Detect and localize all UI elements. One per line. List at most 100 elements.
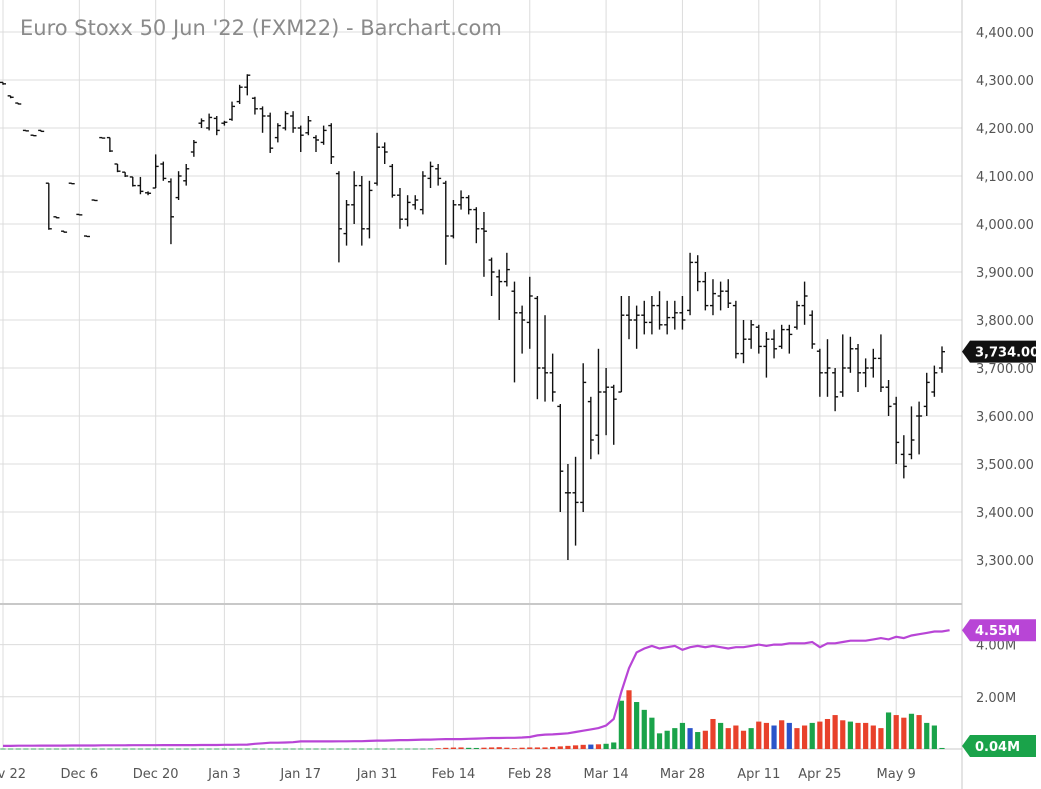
volume-bar (76, 748, 82, 750)
volume-bar (939, 747, 945, 749)
volume-bar (809, 722, 815, 749)
volume-bar (153, 748, 159, 750)
volume-bar (145, 748, 151, 750)
date-tick-label: Jan 3 (207, 767, 240, 782)
volume-bar (321, 748, 327, 750)
volume-bar (92, 748, 98, 750)
price-tick-label: 4,300.00 (976, 74, 1034, 89)
price-bars (0, 74, 945, 560)
volume-bar (656, 733, 663, 749)
volume-badge-shape (962, 735, 1036, 757)
price-tick-label: 4,400.00 (976, 26, 1034, 41)
open-interest-badge-text: 4.55M (975, 624, 1020, 639)
date-tick-label: Mar 14 (583, 767, 628, 782)
price-tick-label: 4,000.00 (976, 218, 1034, 233)
volume-bar (191, 748, 197, 750)
volume-badge: 0.04M (962, 735, 1036, 757)
volume-bar (160, 748, 166, 750)
date-tick-label: Apr 11 (737, 767, 780, 782)
volume-bar (931, 725, 937, 749)
volume-bar (504, 747, 510, 749)
volume-bar (221, 748, 227, 750)
volume-bar (580, 744, 586, 749)
date-tick-label: Dec 6 (61, 767, 99, 782)
price-tick-label: 3,900.00 (976, 266, 1034, 281)
volume-bar (672, 728, 678, 749)
volume-bar (359, 748, 365, 750)
volume-bar (99, 748, 105, 750)
volume-bar (198, 748, 205, 750)
volume-bar (30, 748, 37, 750)
volume-bar (389, 748, 395, 750)
volume-bar (634, 702, 640, 749)
price-tick-label: 3,800.00 (976, 314, 1034, 329)
volume-bar (473, 747, 479, 749)
volume-bar (214, 748, 220, 750)
volume-bar (740, 730, 747, 749)
volume-bar (206, 748, 212, 750)
volume-bar (733, 725, 739, 749)
date-tick-label: Jan 31 (356, 767, 398, 782)
volume-bar (343, 748, 350, 750)
volume-bar (259, 748, 266, 750)
last-price-badge: 3,734.00 (962, 340, 1039, 363)
volume-bar (397, 748, 403, 750)
volume-bar (275, 748, 281, 750)
volume-bar (550, 746, 556, 749)
volume-bar (511, 748, 518, 750)
volume-bar (267, 748, 273, 750)
volume-bar (641, 709, 647, 749)
volume-bar (237, 748, 243, 750)
volume-bar (534, 747, 540, 749)
volume-bar (565, 745, 571, 749)
volume-bar (351, 748, 357, 750)
volume-bar (382, 748, 388, 750)
volume-bar (840, 720, 846, 749)
volume-bar (527, 747, 533, 749)
volume-bar (183, 748, 189, 750)
volume-bar (863, 722, 869, 749)
volume-bar (916, 715, 922, 749)
volume-bar (496, 747, 502, 749)
price-tick-label: 3,300.00 (976, 554, 1034, 569)
volume-bar (595, 744, 602, 749)
volume-bar (847, 721, 853, 749)
date-tick-label: Apr 25 (798, 767, 841, 782)
grid (0, 0, 963, 789)
volume-bar (0, 748, 6, 750)
volume-badge-text: 0.04M (975, 740, 1020, 755)
volume-bar (649, 717, 655, 749)
price-axis: 3,300.00 3,400.00 3,500.00 3,600.00 3,700.00… (976, 26, 1034, 569)
volume-bar (15, 748, 21, 750)
value-badges: 3,734.00 4.55M 0.04M (962, 340, 1039, 757)
volume-bar (832, 715, 838, 749)
volume-bar (763, 722, 770, 749)
date-tick-label: Feb 28 (508, 767, 552, 782)
volume-bar (885, 712, 892, 749)
volume-bar (794, 728, 800, 749)
volume-bar (130, 748, 136, 750)
volume-bar (771, 725, 777, 749)
volume-bar (779, 720, 785, 749)
volume-bar (69, 748, 75, 750)
volume-bar (435, 748, 441, 750)
date-tick-label: Mar 28 (660, 767, 705, 782)
volume-bar (908, 713, 915, 749)
open-interest-line (3, 629, 950, 748)
open-interest-badge: 4.55M (962, 619, 1036, 642)
volume-bar (122, 748, 128, 750)
volume-bar (702, 730, 708, 749)
date-tick-label: Jan 17 (279, 767, 321, 782)
price-tick-label: 4,100.00 (976, 170, 1034, 185)
volume-bar (252, 748, 258, 750)
volume-bar (313, 748, 319, 750)
volume-bar (481, 747, 487, 749)
volume-tick-label: 2.00M (976, 691, 1016, 706)
volume-bar (748, 728, 754, 749)
volume-bar (756, 721, 762, 749)
volume-bar (893, 715, 899, 749)
date-tick-label: Dec 20 (133, 767, 179, 782)
volume-bar (38, 748, 44, 750)
volume-bar (664, 730, 670, 749)
